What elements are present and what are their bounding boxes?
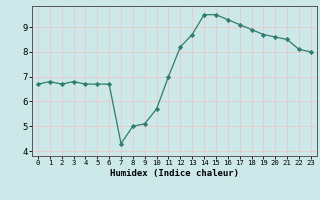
- X-axis label: Humidex (Indice chaleur): Humidex (Indice chaleur): [110, 169, 239, 178]
